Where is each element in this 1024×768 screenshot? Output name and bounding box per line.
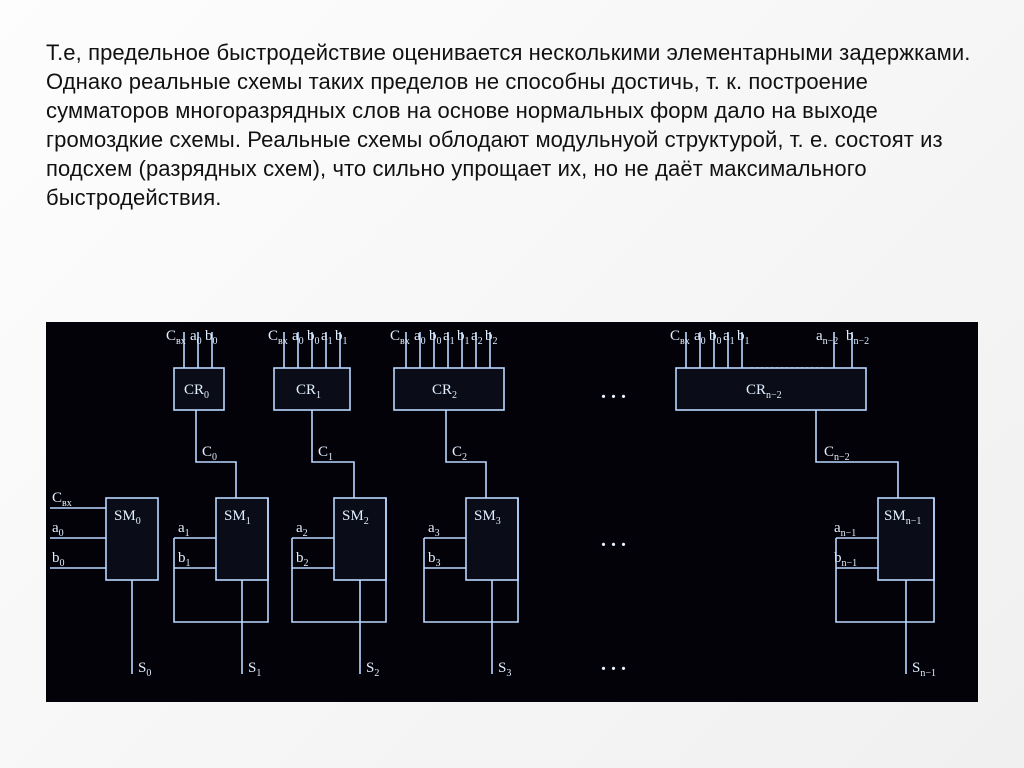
- svg-text:S0: S0: [138, 660, 151, 679]
- ellipsis-mid: . . .: [601, 529, 626, 551]
- svg-text:bn−1: bn−1: [834, 550, 857, 569]
- paragraph-text: Т.е, предельное быстродействие оценивает…: [46, 38, 978, 212]
- svg-text:Sn−1: Sn−1: [912, 660, 936, 679]
- svg-text:Cвх: Cвх: [268, 328, 288, 347]
- svg-text:a0: a0: [292, 328, 304, 347]
- svg-text:a2: a2: [296, 520, 308, 539]
- svg-text:a1: a1: [178, 520, 190, 539]
- label-a0-top0: a0: [190, 328, 202, 347]
- svg-text:a1: a1: [443, 328, 455, 347]
- svg-text:an−1: an−1: [834, 520, 856, 539]
- svg-text:b2: b2: [296, 550, 309, 569]
- svg-text:b0: b0: [429, 328, 442, 347]
- svg-text:Cвх: Cвх: [670, 328, 690, 347]
- svg-text:a1: a1: [321, 328, 333, 347]
- svg-text:b1: b1: [335, 328, 348, 347]
- svg-text:b0: b0: [709, 328, 722, 347]
- svg-text:a1: a1: [723, 328, 735, 347]
- svg-text:an−2: an−2: [816, 328, 838, 347]
- svg-text:b1: b1: [178, 550, 191, 569]
- svg-text:Cвх: Cвх: [390, 328, 410, 347]
- svg-text:b2: b2: [485, 328, 498, 347]
- svg-text:C1: C1: [318, 444, 333, 463]
- svg-text:b3: b3: [428, 550, 441, 569]
- svg-text:b0: b0: [307, 328, 320, 347]
- label-cvx0: Cвх: [166, 328, 186, 347]
- svg-text:a0: a0: [52, 520, 64, 539]
- svg-text:a0: a0: [694, 328, 706, 347]
- svg-text:a2: a2: [471, 328, 483, 347]
- svg-text:a0: a0: [414, 328, 426, 347]
- svg-text:Cвх: Cвх: [52, 490, 72, 509]
- svg-text:S1: S1: [248, 660, 261, 679]
- svg-text:S2: S2: [366, 660, 379, 679]
- adder-diagram: Cвх a0 b0 Cвх a0 b0 a1 b1 Cвх a0 b0 a1: [46, 322, 978, 702]
- svg-text:a3: a3: [428, 520, 440, 539]
- svg-text:S3: S3: [498, 660, 511, 679]
- svg-text:b1: b1: [737, 328, 750, 347]
- block-crn2: [676, 368, 866, 410]
- svg-text:C2: C2: [452, 444, 467, 463]
- ellipsis-top: . . .: [601, 381, 626, 403]
- svg-text:b0: b0: [52, 550, 65, 569]
- svg-text:bn−2: bn−2: [846, 328, 869, 347]
- svg-text:C0: C0: [202, 444, 217, 463]
- svg-text:b1: b1: [457, 328, 470, 347]
- svg-text:Cn−2: Cn−2: [824, 444, 850, 463]
- ellipsis-bottom: . . .: [601, 653, 626, 675]
- slide: Т.е, предельное быстродействие оценивает…: [0, 0, 1024, 768]
